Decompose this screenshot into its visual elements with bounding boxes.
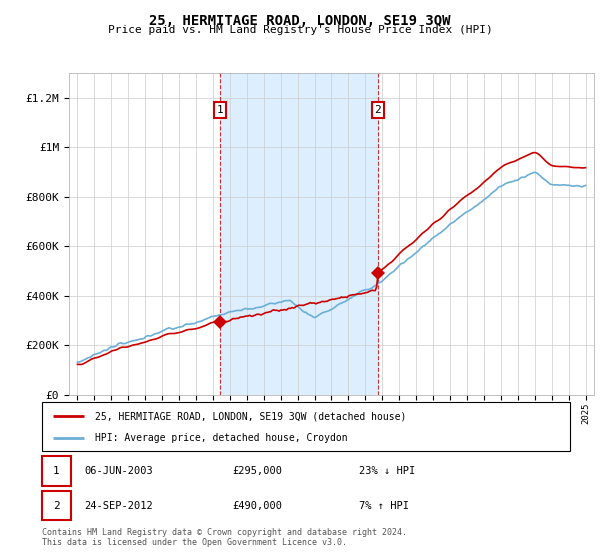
- Text: 06-JUN-2003: 06-JUN-2003: [84, 466, 153, 476]
- Text: Contains HM Land Registry data © Crown copyright and database right 2024.
This d: Contains HM Land Registry data © Crown c…: [42, 528, 407, 548]
- Text: £295,000: £295,000: [232, 466, 282, 476]
- Text: 1: 1: [217, 105, 224, 115]
- FancyBboxPatch shape: [42, 456, 71, 486]
- Text: HPI: Average price, detached house, Croydon: HPI: Average price, detached house, Croy…: [95, 433, 347, 444]
- Text: Price paid vs. HM Land Registry's House Price Index (HPI): Price paid vs. HM Land Registry's House …: [107, 25, 493, 35]
- Text: 24-SEP-2012: 24-SEP-2012: [84, 501, 153, 511]
- Text: 1: 1: [53, 466, 60, 476]
- Text: 2: 2: [374, 105, 381, 115]
- Text: 25, HERMITAGE ROAD, LONDON, SE19 3QW: 25, HERMITAGE ROAD, LONDON, SE19 3QW: [149, 14, 451, 28]
- Bar: [220, 73, 378, 395]
- Text: 7% ↑ HPI: 7% ↑ HPI: [359, 501, 409, 511]
- Text: £490,000: £490,000: [232, 501, 282, 511]
- FancyBboxPatch shape: [42, 491, 71, 520]
- Text: 25, HERMITAGE ROAD, LONDON, SE19 3QW (detached house): 25, HERMITAGE ROAD, LONDON, SE19 3QW (de…: [95, 411, 406, 421]
- FancyBboxPatch shape: [42, 402, 570, 451]
- Text: 2: 2: [53, 501, 60, 511]
- Text: 23% ↓ HPI: 23% ↓ HPI: [359, 466, 415, 476]
